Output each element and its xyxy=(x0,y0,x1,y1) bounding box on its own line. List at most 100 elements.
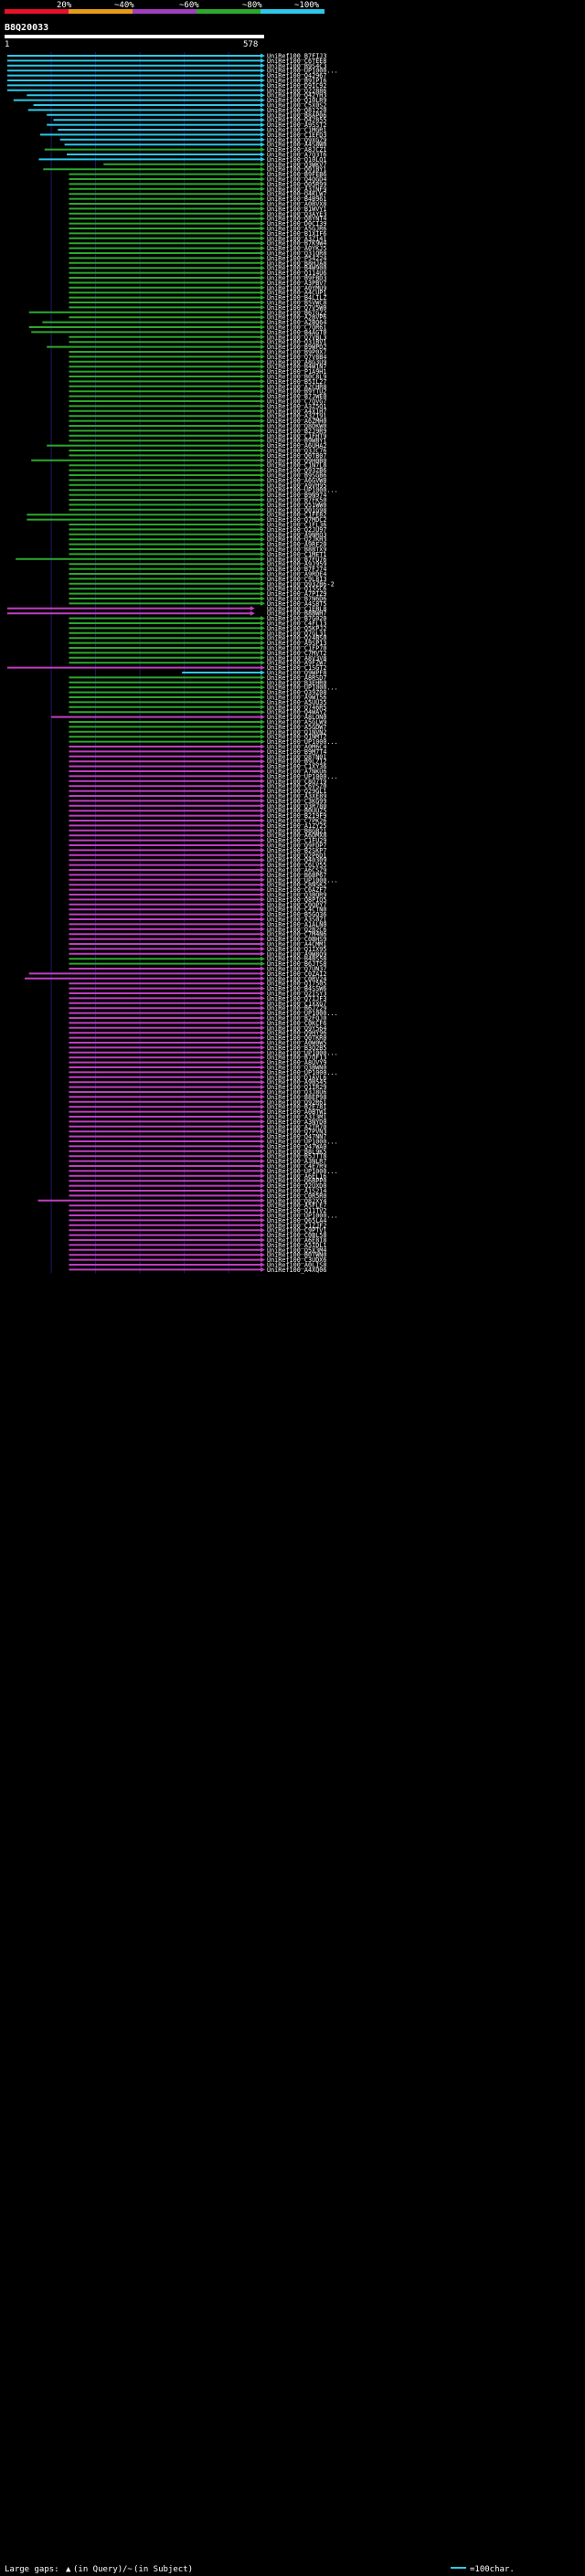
hit-label: UniRef100_C7M4N6 xyxy=(267,931,326,938)
hit-end-arrow xyxy=(261,616,265,621)
hit-label: UniRef100_C1FHT9 xyxy=(267,432,326,440)
scale-tick-label: 20% xyxy=(57,1,72,10)
hit-label: UniRef100_UP1000... xyxy=(267,68,338,75)
hit-end-arrow xyxy=(261,867,265,873)
hit-label: UniRef100_A4S8T5 xyxy=(267,600,326,608)
hit-label: UniRef100_Q31BV1 xyxy=(267,339,326,346)
hit-label: UniRef100_Q42967 xyxy=(267,72,326,80)
hit-end-arrow xyxy=(261,1089,265,1095)
hit-end-arrow xyxy=(261,127,265,133)
hit-label: UniRef100_A0YKJ5 xyxy=(267,245,326,252)
hit-label: UniRef100_Q7UN37 xyxy=(267,966,326,973)
hit-label: UniRef100_C0R5R0 xyxy=(267,1193,326,1200)
hit-label: UniRef100_C5X0S2 xyxy=(267,102,326,110)
hit-end-arrow xyxy=(261,285,265,291)
hit-label: UniRef100_D0CI39 xyxy=(267,220,326,228)
hit-end-arrow xyxy=(261,314,265,320)
hit-end-arrow xyxy=(261,310,265,315)
hit-end-arrow xyxy=(261,1252,265,1257)
hit-end-arrow xyxy=(261,329,265,334)
hit-label: UniRef100_D1AVL6 xyxy=(267,1074,326,1081)
hit-end-arrow xyxy=(261,1213,265,1218)
hit-end-arrow xyxy=(261,789,265,794)
hit-label: UniRef100_C4CTN0 xyxy=(267,906,326,914)
hit-end-arrow xyxy=(261,507,265,513)
hit-end-arrow xyxy=(261,838,265,843)
hit-end-arrow xyxy=(261,236,265,241)
hit-end-arrow xyxy=(261,1149,265,1154)
ruler-end: 578 xyxy=(243,40,258,49)
hit-end-arrow xyxy=(261,1257,265,1263)
hit-label: UniRef100_Q10LQ1 xyxy=(267,156,326,164)
hit-end-arrow xyxy=(261,729,265,735)
hit-end-arrow xyxy=(261,576,265,581)
hit-label: UniRef100_C0BHS9 xyxy=(267,936,326,943)
hit-end-arrow xyxy=(261,927,265,932)
hit-end-arrow xyxy=(261,191,265,196)
legend-query-gap-icon: ▲ xyxy=(66,2565,71,2574)
hit-label: UniRef100_A8LON0 xyxy=(267,714,326,721)
hit-label: UniRef100_Q42855 xyxy=(267,117,326,124)
hit-label: UniRef100_Q2JU97 xyxy=(267,526,326,534)
hit-end-arrow xyxy=(261,758,265,764)
hit-end-arrow xyxy=(261,956,265,961)
hit-label: UniRef100_C1XXG7 xyxy=(267,1000,326,1007)
hit-label: UniRef100_Q05R99 xyxy=(267,181,326,188)
hit-label: UniRef100_A6ZMH0 xyxy=(267,418,326,425)
hit-end-arrow xyxy=(261,186,265,192)
hit-label: UniRef100_Q6BPP0 xyxy=(267,1178,326,1185)
hit-end-arrow xyxy=(261,1153,265,1159)
hit-end-arrow xyxy=(261,705,265,710)
hit-end-arrow xyxy=(261,324,265,330)
hit-end-arrow xyxy=(261,724,265,729)
hit-end-arrow xyxy=(261,1030,265,1035)
hit-label: UniRef100_C7QVG7 xyxy=(267,398,326,406)
hit-end-arrow xyxy=(261,961,265,967)
hit-end-arrow xyxy=(261,374,265,379)
hit-label: UniRef100_C9L813 xyxy=(267,576,326,583)
hit-end-arrow xyxy=(261,828,265,833)
hit-end-arrow xyxy=(261,300,265,305)
hit-end-arrow xyxy=(261,468,265,473)
hit-label: UniRef100_B5GQ36 xyxy=(267,911,326,918)
hit-end-arrow xyxy=(261,674,265,680)
hit-label: UniRef100_C0BL58 xyxy=(267,1232,326,1239)
identity-color-scale xyxy=(5,9,324,14)
hit-label: UniRef100_B9P0X7 xyxy=(267,349,326,356)
hit-label: UniRef100_A1ALN0 xyxy=(267,921,326,928)
hit-label: UniRef100_C3KG99 xyxy=(267,798,326,805)
hit-end-arrow xyxy=(261,1099,265,1105)
hit-end-arrow xyxy=(261,142,265,147)
hit-label: UniRef100_A7NKU6 xyxy=(267,769,326,776)
hit-label: UniRef100_B8AP06 xyxy=(267,111,326,119)
hit-label: UniRef100_A3Z5Q1 xyxy=(267,403,326,410)
hit-label: UniRef100_A5GDW7 xyxy=(267,724,326,731)
hit-label: UniRef100_A5IDL1 xyxy=(267,1242,326,1249)
hit-end-arrow xyxy=(261,221,265,227)
hit-end-arrow xyxy=(261,295,265,301)
hit-end-arrow xyxy=(261,176,265,182)
hit-label: UniRef100_Q7GL31 xyxy=(267,630,326,637)
hit-end-arrow xyxy=(261,201,265,207)
hit-end-arrow xyxy=(261,1104,265,1109)
hit-end-arrow xyxy=(261,600,265,606)
hit-end-arrow xyxy=(261,68,265,73)
legend-scale-label: =100char. xyxy=(470,2565,515,2574)
hit-label: UniRef100_A2CHR8 xyxy=(267,383,326,390)
hit-label: UniRef100_A3I3M1 xyxy=(267,1114,326,1121)
hit-label: UniRef100_Q8PIQ5 xyxy=(267,896,326,904)
hit-label: UniRef100_A6E8I8 xyxy=(267,1237,326,1245)
hit-label: UniRef100_Q7IJF3 xyxy=(267,995,326,1002)
hit-label: UniRef100_B8EP98 xyxy=(267,1094,326,1101)
hit-label: UniRef100_A1S214 xyxy=(267,1188,326,1195)
hit-label: UniRef100_UP1000... xyxy=(267,1049,338,1056)
hit-end-arrow xyxy=(261,240,265,246)
hit-end-arrow xyxy=(261,413,265,419)
hit-label: UniRef100_B9FBD3 xyxy=(267,275,326,282)
hit-end-arrow xyxy=(261,423,265,429)
hit-label: UniRef100_A5GJR6 xyxy=(267,226,326,233)
hit-label: UniRef100_Q8DKW0 xyxy=(267,423,326,430)
hit-end-arrow xyxy=(261,699,265,705)
hit-end-arrow xyxy=(261,843,265,848)
hit-end-arrow xyxy=(261,78,265,83)
